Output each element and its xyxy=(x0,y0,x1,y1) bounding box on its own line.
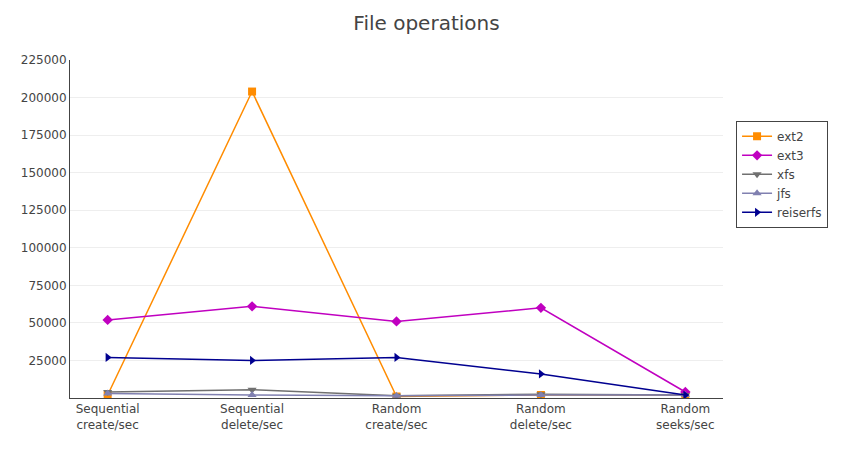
svg-text:200000: 200000 xyxy=(21,91,67,105)
svg-text:150000: 150000 xyxy=(21,166,67,180)
svg-text:Randomdelete/sec: Randomdelete/sec xyxy=(510,402,572,432)
svg-text:25000: 25000 xyxy=(28,354,66,368)
svg-text:Randomseeks/sec: Randomseeks/sec xyxy=(656,402,715,432)
svg-text:100000: 100000 xyxy=(21,241,67,255)
svg-text:reiserfs: reiserfs xyxy=(777,206,821,220)
svg-text:ext2: ext2 xyxy=(777,130,804,144)
svg-text:xfs: xfs xyxy=(777,168,795,182)
svg-text:125000: 125000 xyxy=(21,203,67,217)
svg-text:225000: 225000 xyxy=(21,53,67,67)
svg-text:Sequentialdelete/sec: Sequentialdelete/sec xyxy=(220,402,284,432)
svg-text:175000: 175000 xyxy=(21,128,67,142)
svg-text:Randomcreate/sec: Randomcreate/sec xyxy=(365,402,427,432)
svg-text:50000: 50000 xyxy=(28,316,66,330)
svg-text:ext3: ext3 xyxy=(777,149,804,163)
svg-text:jfs: jfs xyxy=(776,187,791,201)
svg-text:75000: 75000 xyxy=(28,279,66,293)
svg-text:Sequentialcreate/sec: Sequentialcreate/sec xyxy=(76,402,140,432)
svg-text:File operations: File operations xyxy=(353,11,499,35)
